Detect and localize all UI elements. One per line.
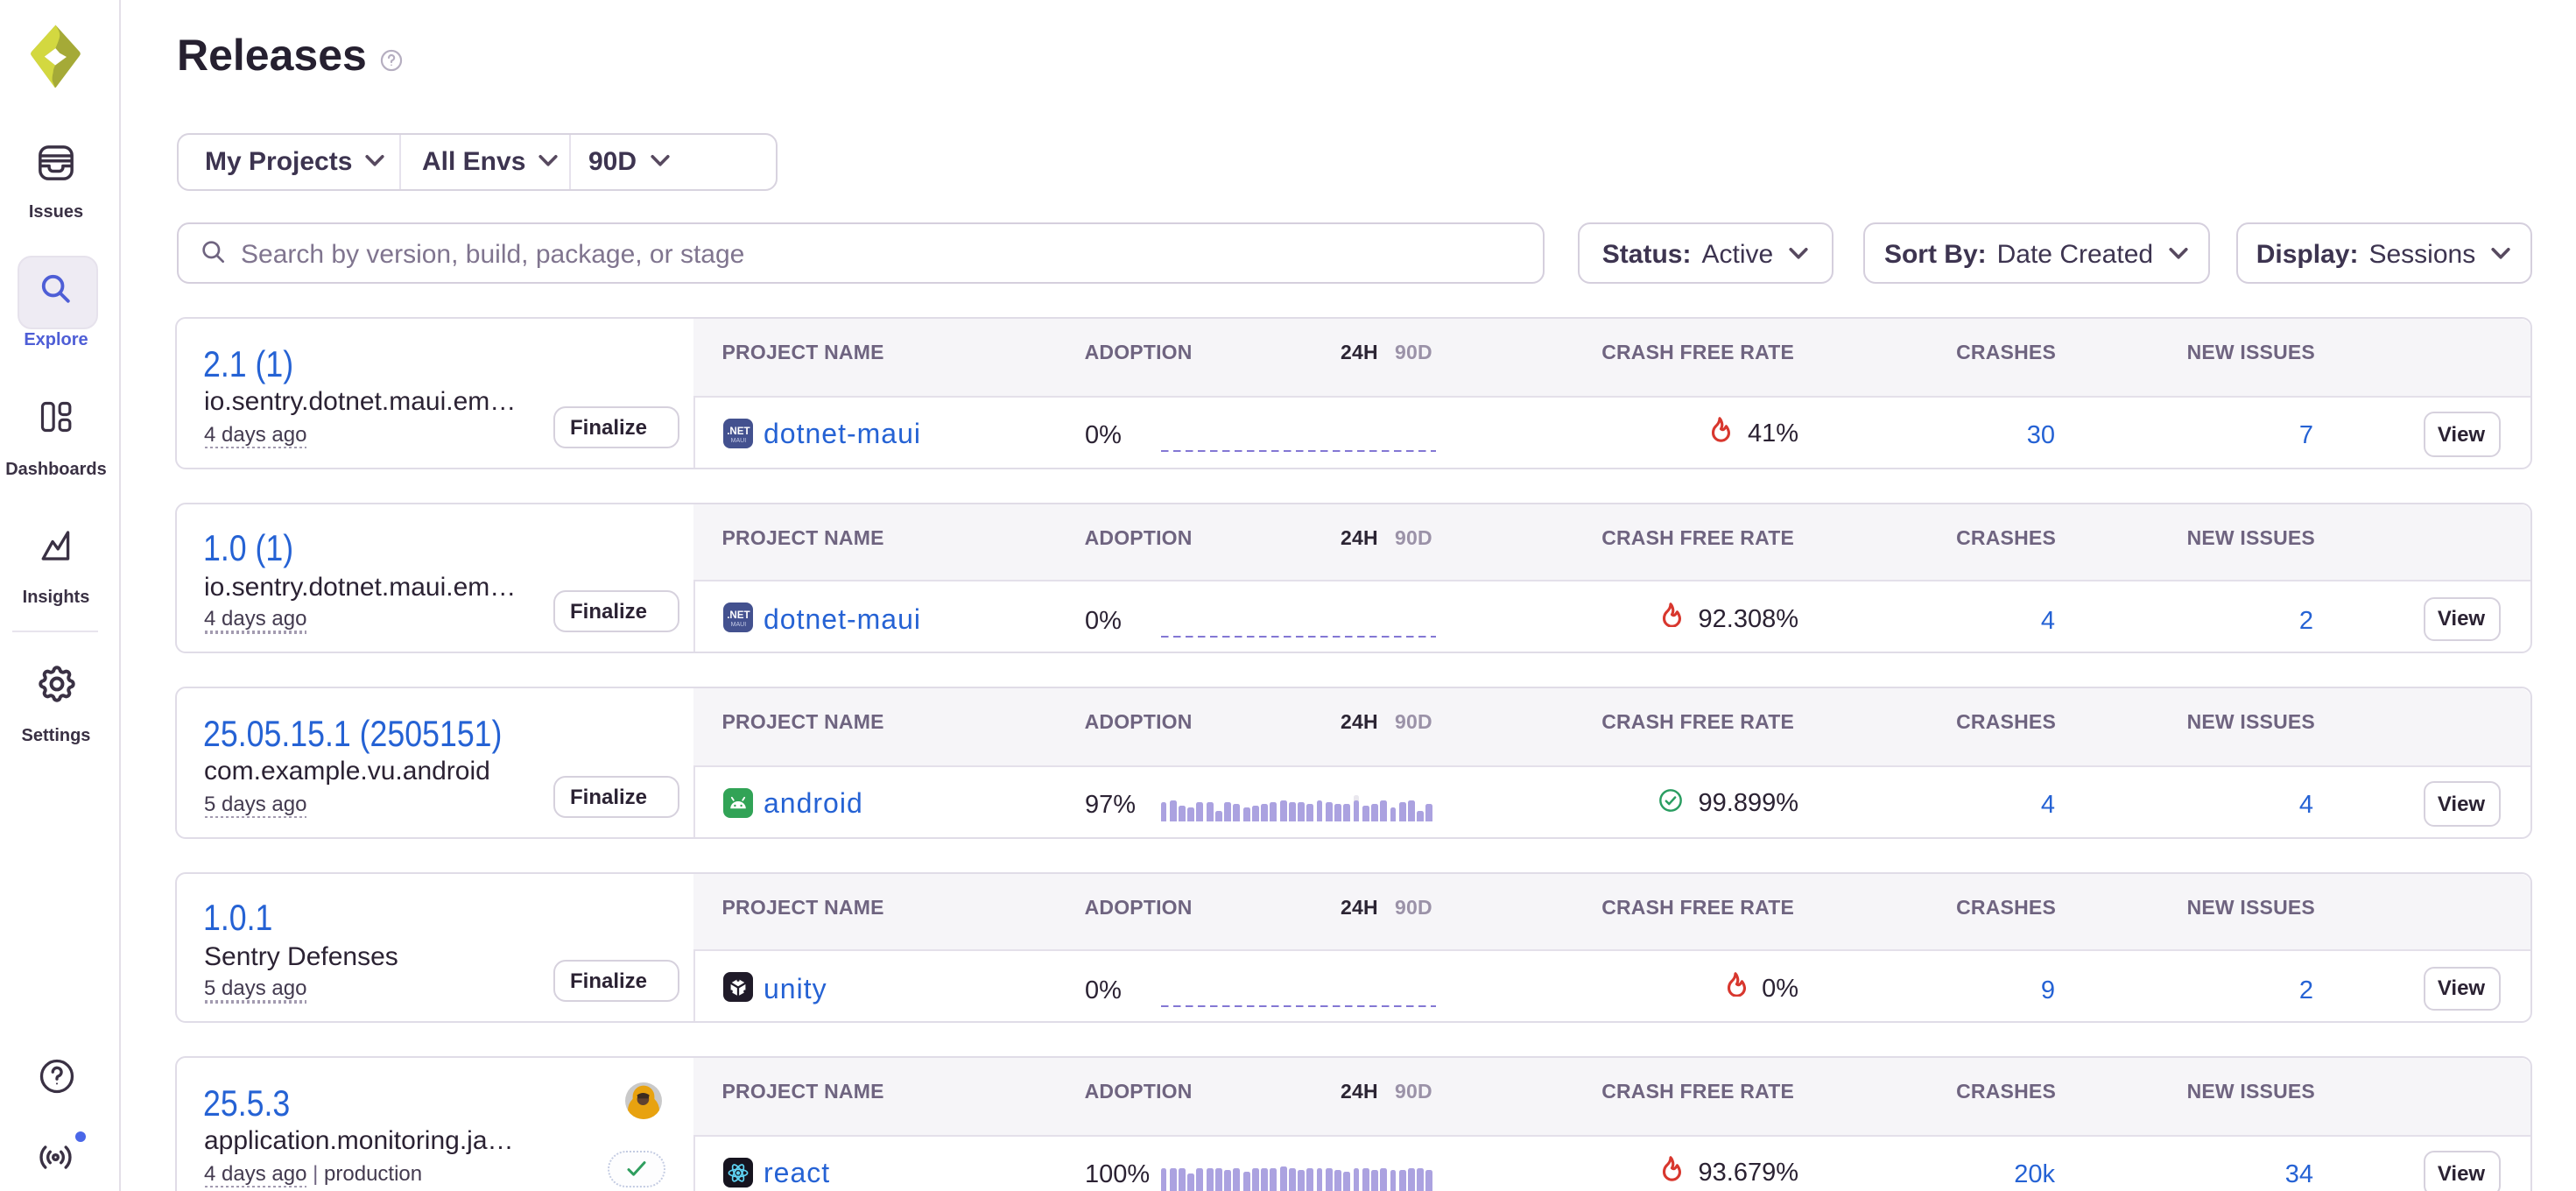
svg-text:MAUI: MAUI <box>731 437 747 443</box>
svg-text:MAUI: MAUI <box>731 622 747 628</box>
svg-text:.NET: .NET <box>727 610 750 621</box>
svg-text:.NET: .NET <box>727 425 750 436</box>
